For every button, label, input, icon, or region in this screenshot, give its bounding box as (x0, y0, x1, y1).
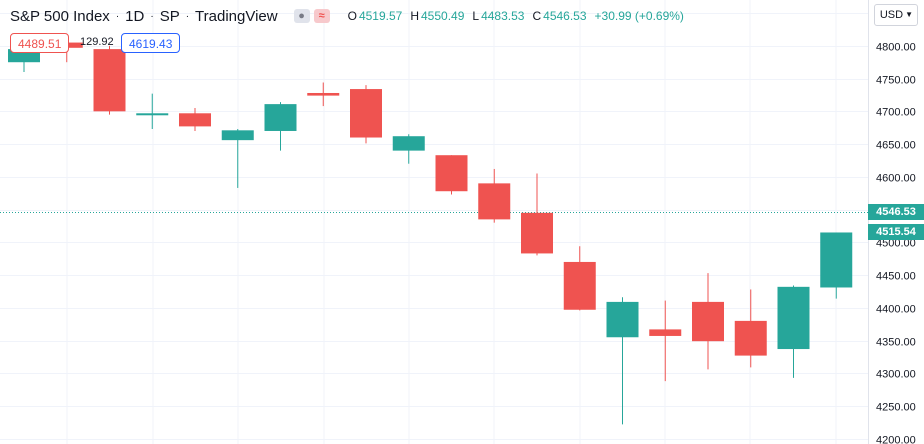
price-tick-label: 4700.00 (876, 107, 916, 119)
currency-label: USD (879, 9, 904, 21)
price-tick-label: 4650.00 (876, 140, 916, 152)
spread-value: 129.92 (80, 36, 114, 48)
vertical-grid (66, 0, 837, 444)
close-label: C (532, 9, 542, 23)
separator-dot: · (115, 10, 120, 22)
open-label: O (347, 9, 357, 23)
source-label: TradingView (195, 7, 278, 25)
low-value: 4483.53 (481, 9, 525, 23)
candle-body (777, 286, 810, 350)
price-tick-label: 4450.00 (876, 271, 916, 283)
candle (350, 85, 382, 144)
candle (563, 246, 596, 311)
candle-body (392, 136, 425, 151)
candle (392, 134, 425, 164)
candle (307, 82, 340, 107)
candle (820, 232, 853, 299)
separator-dot: · (185, 10, 190, 22)
separator-dot: · (150, 10, 154, 22)
candle-body (221, 130, 254, 141)
price-tick-label: 4800.00 (876, 42, 916, 54)
candle-body (264, 104, 297, 131)
low-label: L (472, 9, 480, 23)
candle-body (820, 232, 853, 288)
change-value: +30.99 (+0.69%) (594, 9, 684, 23)
candle-body (478, 183, 511, 220)
indicator-toggles: ● ≈ (293, 9, 330, 23)
open-value: 4519.57 (358, 9, 403, 23)
candle (435, 155, 468, 195)
candle-body (521, 212, 553, 254)
candle-body (692, 301, 724, 342)
candle-body (93, 49, 126, 112)
candle-body (435, 155, 468, 192)
candle-body (563, 261, 596, 310)
close-value: 4546.53 (543, 9, 587, 23)
price-tick-label: 4600.00 (876, 173, 916, 185)
exchange-label: SP (159, 7, 180, 25)
close-price-label: 4515.54 (868, 224, 924, 241)
candle-body (307, 92, 340, 96)
price-tick-label: 4300.00 (876, 369, 916, 381)
price-tick-label: 4350.00 (876, 337, 916, 349)
candle-body (350, 89, 382, 138)
candle (606, 297, 639, 425)
last-price-label: 4546.53 (868, 203, 924, 220)
ohlc-values: O 4519.57 H 4550.49 L 4483.53 C 4546.53 +30.… (348, 9, 684, 23)
price-tick-label: 4250.00 (876, 402, 916, 414)
candle (221, 129, 254, 188)
sell-button[interactable]: 4489.51 (10, 33, 70, 53)
wave-icon[interactable]: ≈ (313, 9, 330, 23)
candle-body (649, 329, 682, 336)
currency-selector[interactable]: USD ▼ (873, 4, 918, 26)
candle (777, 285, 810, 378)
symbol-name[interactable]: S&P 500 Index (10, 7, 110, 25)
candle (264, 102, 297, 151)
price-tick-label: 4500.00 (876, 238, 916, 250)
candle-body (606, 301, 639, 338)
hide-icon[interactable]: ● (293, 9, 310, 23)
candle (692, 273, 724, 370)
price-tick-label: 4400.00 (876, 304, 916, 316)
candle (521, 173, 553, 256)
candle (179, 108, 211, 131)
candles-group (8, 34, 853, 425)
candle-body (136, 113, 169, 116)
interval-label[interactable]: 1D (125, 7, 145, 25)
horizontal-grid (0, 13, 868, 440)
buy-button[interactable]: 4619.43 (121, 33, 181, 53)
price-tick-label: 4200.00 (876, 435, 916, 444)
symbol-header: S&P 500 Index · 1D · SP · TradingView ● … (10, 4, 684, 28)
candle-body (179, 113, 211, 127)
candle-body (734, 320, 767, 356)
price-tick-label: 4750.00 (876, 75, 916, 87)
candle (734, 289, 767, 368)
chevron-down-icon: ▼ (905, 10, 913, 19)
high-value: 4550.49 (421, 9, 465, 23)
candle (93, 45, 126, 115)
candle (649, 300, 682, 382)
candle (478, 168, 511, 223)
high-label: H (410, 9, 419, 23)
candle (136, 93, 169, 130)
